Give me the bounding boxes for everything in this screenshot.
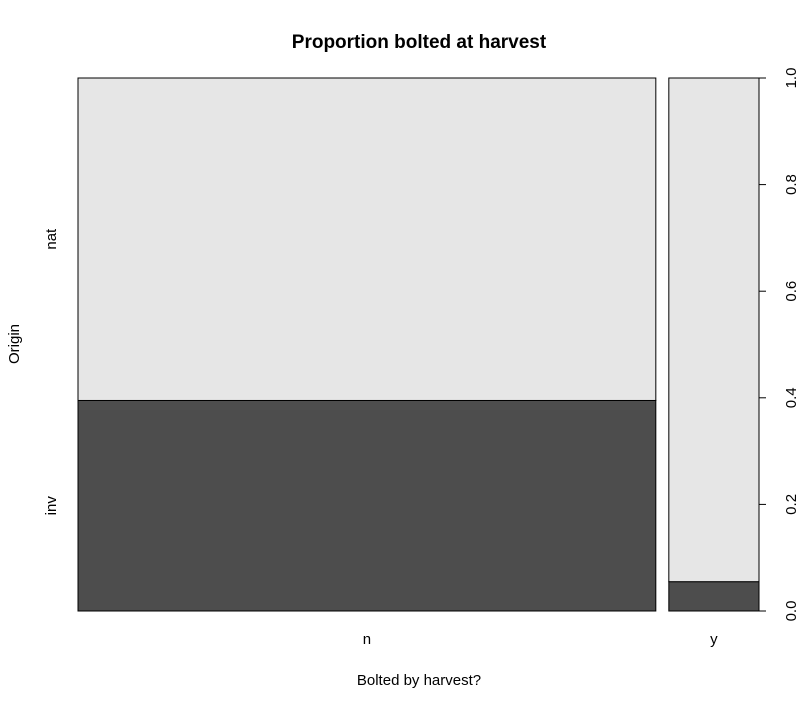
y-axis-label: Origin bbox=[6, 324, 23, 364]
right-axis-tick-label: 0.6 bbox=[783, 281, 800, 302]
group-label-inv: inv bbox=[43, 496, 60, 516]
segment-y-nat bbox=[668, 77, 760, 583]
right-axis-tick-label: 0.4 bbox=[783, 387, 800, 408]
right-axis-tick-label: 0.8 bbox=[783, 174, 800, 195]
group-labels: inv nat bbox=[43, 228, 60, 515]
segment-y-inv bbox=[668, 581, 760, 612]
chart-title: Proportion bolted at harvest bbox=[292, 32, 547, 53]
segment-n-nat bbox=[77, 77, 657, 401]
x-tick-label-y: y bbox=[710, 631, 718, 648]
right-axis-tick-label: 0.0 bbox=[783, 601, 800, 622]
x-tick-label-n: n bbox=[363, 631, 371, 648]
bars-group bbox=[77, 77, 760, 612]
right-axis-tick-label: 1.0 bbox=[783, 68, 800, 89]
right-axis: 0.0 0.2 0.4 0.6 0.8 1.0 bbox=[758, 68, 800, 622]
x-axis-label: Bolted by harvest? bbox=[357, 672, 481, 689]
group-label-nat: nat bbox=[43, 228, 60, 250]
segment-n-inv bbox=[77, 399, 657, 612]
right-axis-tick-label: 0.2 bbox=[783, 494, 800, 515]
